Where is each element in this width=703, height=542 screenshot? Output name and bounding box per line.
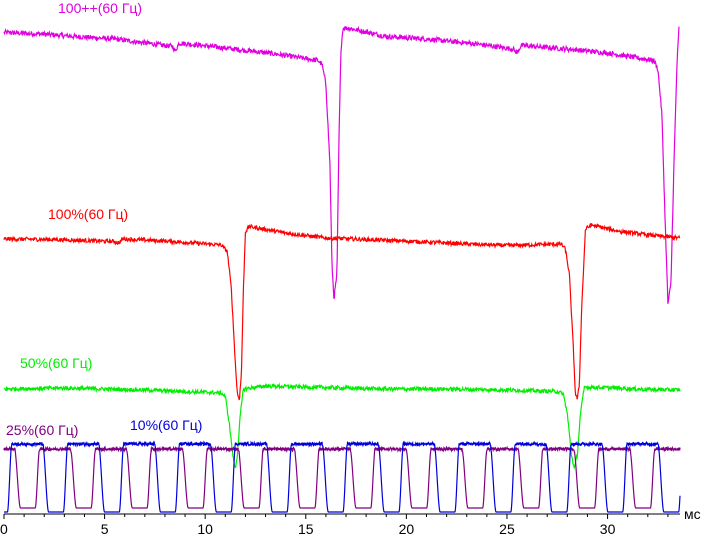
series-labels: 100++(60 Гц) 100%(60 Гц) 50%(60 Гц) 25%(… [6,0,202,438]
series-line-3 [3,445,681,509]
x-tick-label: 30 [600,521,616,537]
x-tick-label: 15 [298,521,314,537]
x-tick-label: 5 [101,521,109,537]
series-label-100pp: 100++(60 Гц) [58,0,142,16]
series-layer [3,25,681,513]
series-line-4 [4,440,681,513]
x-tick-label: 0 [0,521,8,537]
series-label-10: 10%(60 Гц) [130,417,202,433]
x-tick-label: 25 [499,521,515,537]
x-tick-label: 10 [197,521,213,537]
x-axis-unit-label: мс [684,506,701,522]
series-line-2 [3,382,681,470]
x-ticks: 0 5 10 15 20 25 30 [0,514,669,537]
series-line-0 [3,25,680,304]
series-line-1 [3,222,681,401]
x-tick-label: 20 [399,521,415,537]
series-label-25: 25%(60 Гц) [6,422,78,438]
series-label-100: 100%(60 Гц) [48,206,128,222]
series-label-50: 50%(60 Гц) [20,355,92,371]
